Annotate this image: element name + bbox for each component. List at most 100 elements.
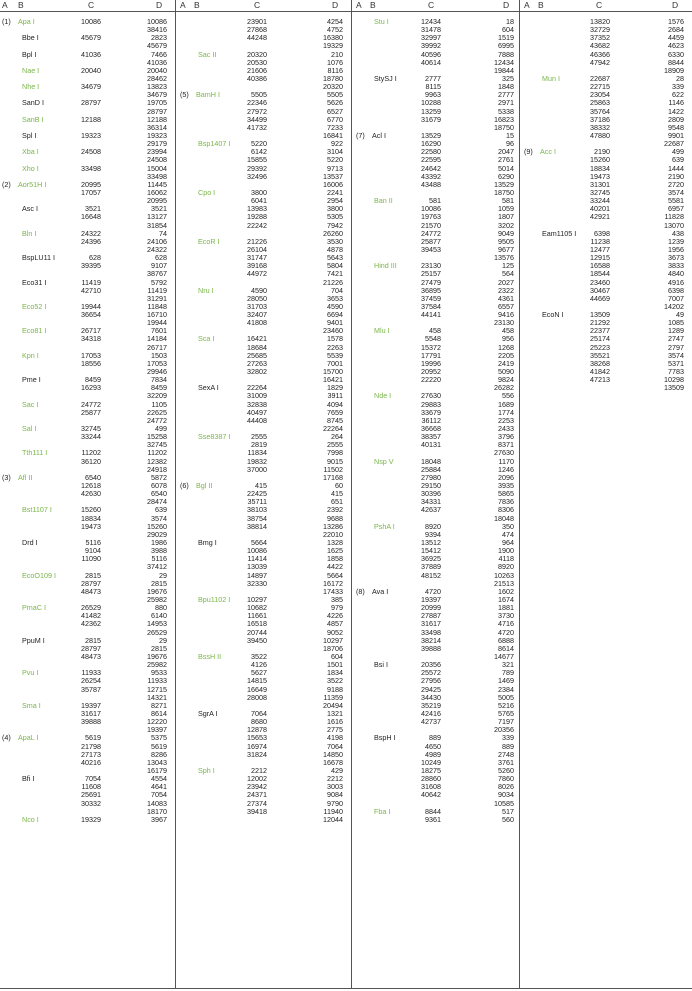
fragment-size: 9677: [498, 244, 514, 254]
site-position: 40642: [421, 790, 441, 800]
fragment-size: 1576: [668, 17, 684, 26]
fragment-size: 9505: [498, 236, 514, 246]
fragment-size: 5116: [151, 554, 167, 564]
site-position: 18684: [247, 342, 267, 352]
table-row: 17791 2205: [352, 351, 519, 360]
table-row: 37412: [0, 563, 175, 571]
site-position: 31679: [421, 114, 441, 124]
table-row: 25877 22625: [0, 408, 175, 417]
site-position: 25884: [421, 464, 441, 474]
table-row: 20320: [176, 82, 351, 91]
fragment-size: 1956: [668, 244, 684, 254]
fragment-size: 2823: [151, 33, 167, 43]
table-row: 22595 2761: [352, 156, 519, 164]
site-position: 47880: [590, 130, 610, 140]
table-row: Drd I 5116 1986: [0, 538, 175, 547]
table-row: 31301 2720: [520, 180, 692, 189]
enzyme-name: Xho I: [22, 163, 39, 173]
fragment-size: 10298: [664, 375, 684, 385]
fragment-size: 5539: [327, 350, 343, 360]
enzyme-name: Mlu I: [374, 326, 390, 336]
table-row: 27479 2027: [352, 278, 519, 287]
table-row: 11414 1858: [176, 555, 351, 563]
site-position: 20744: [247, 627, 267, 637]
site-position: 18275: [421, 765, 441, 775]
table-row: 35787 12715: [0, 685, 175, 694]
fragment-size: 556: [502, 391, 514, 401]
table-row: 15372 1268: [352, 342, 519, 352]
site-position: 32802: [247, 367, 267, 377]
header-b: B: [370, 0, 376, 10]
enzyme-name: Kpn I: [22, 350, 39, 360]
site-position: 4650: [425, 741, 441, 751]
site-position: 39888: [81, 717, 101, 727]
fragment-size: 7659: [327, 407, 343, 417]
site-position: 25174: [590, 334, 610, 344]
table-row: 40642 9034: [352, 791, 519, 799]
fragment-size: 31291: [147, 293, 167, 303]
header-d: D: [503, 0, 510, 10]
fragment-size: 10086: [147, 17, 167, 26]
site-position: 20995: [81, 179, 101, 189]
fragment-size: 16421: [323, 375, 343, 385]
table-row: 20530 1076: [176, 58, 351, 67]
table-row: Sse8387 I 2555 264: [176, 433, 351, 441]
fragment-size: 19844: [494, 65, 514, 75]
table-row: Sph I 2212 429: [176, 766, 351, 775]
table-body: 23901 4254 27868 4752 44248 16380 19329 Sac II 2…: [176, 12, 351, 824]
site-position: 18834: [81, 513, 101, 523]
fragment-size: 458: [502, 326, 514, 336]
site-position: 19329: [81, 814, 101, 824]
site-position: 40216: [81, 757, 101, 767]
table-row: 32838 4094: [176, 400, 351, 409]
site-position: 32745: [81, 424, 101, 434]
site-position: 39418: [247, 806, 267, 816]
fragment-size: 28462: [147, 73, 167, 83]
fragment-size: 13529: [494, 179, 514, 189]
fragment-size: 9548: [668, 122, 684, 132]
table-row: 25982: [0, 595, 175, 604]
fragment-size: 499: [672, 147, 684, 157]
table-row: 10086 1059: [352, 205, 519, 213]
site-position: 415: [255, 481, 267, 491]
fragment-size: 4857: [327, 619, 343, 629]
table-row: 41808 9401: [176, 319, 351, 327]
site-position: 6398: [594, 228, 610, 238]
table-row: 13820 1576: [520, 17, 692, 26]
group-number: (9): [524, 147, 533, 157]
enzyme-name: Apa I: [18, 17, 35, 26]
fragment-size: 49: [676, 310, 684, 320]
site-position: 19323: [81, 130, 101, 140]
table-row: 20494: [176, 701, 351, 710]
fragment-size: 5865: [498, 489, 514, 499]
fragment-size: 36314: [147, 122, 167, 132]
site-position: 27263: [247, 358, 267, 368]
table-row: 19329: [176, 42, 351, 50]
site-position: 15372: [421, 342, 441, 352]
fragment-size: 3833: [668, 261, 684, 271]
group-number: (8): [356, 586, 365, 596]
table-row: 27972 6527: [176, 107, 351, 116]
table-row: Mlu I 458 458: [352, 327, 519, 335]
table-row: 36314: [0, 122, 175, 132]
enzyme-name: Mun I: [542, 73, 560, 83]
site-position: 41808: [247, 318, 267, 328]
table-row: 24322: [0, 245, 175, 254]
fragment-size: 6694: [327, 310, 343, 320]
table-row: 38214 6888: [352, 636, 519, 645]
fragment-size: 4118: [498, 554, 514, 564]
fragment-size: 18909: [664, 65, 684, 75]
fragment-size: 5664: [327, 570, 343, 580]
table-row: 47213 10298: [520, 376, 692, 384]
fragment-size: 2748: [498, 749, 514, 759]
site-position: 41732: [247, 122, 267, 132]
table-row: 21226: [176, 278, 351, 287]
site-position: 24772: [421, 228, 441, 238]
header-b: B: [18, 0, 24, 10]
fragment-size: 499: [155, 424, 167, 434]
fragment-size: 9084: [327, 790, 343, 800]
table-row: Nru I 4590 704: [176, 286, 351, 295]
fragment-size: 5626: [327, 98, 343, 108]
enzyme-name: PmaC I: [22, 603, 46, 613]
fragment-size: 321: [502, 660, 514, 670]
